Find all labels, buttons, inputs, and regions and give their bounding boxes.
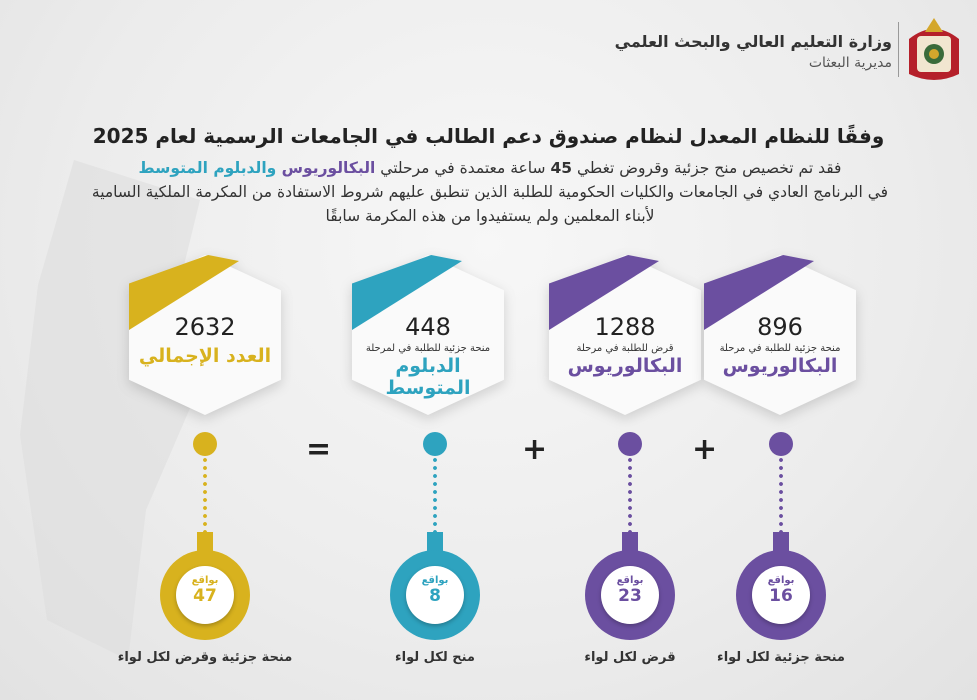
card-number: 1288 <box>594 313 656 341</box>
bachelor-highlight: البكالوريوس <box>281 159 376 177</box>
pin-value: 8 <box>429 586 441 606</box>
loan-per-district-pin: بواقع 23 <box>580 432 680 652</box>
coat-of-arms-logo <box>909 18 959 80</box>
card-number: 448 <box>405 313 451 341</box>
pin-value: 23 <box>618 586 642 606</box>
card-label: البكالوريوس <box>722 355 838 377</box>
bachelor-grant-card: 896 منحة جزئية للطلبة في مرحلة البكالوري… <box>704 255 856 415</box>
intro-paragraph: فقد تم تخصيص منح جزئية وقروض تغطي 45 ساع… <box>40 156 940 228</box>
para-text: ساعة معتمدة في مرحلتي <box>375 159 551 177</box>
card-label: العدد الإجمالي <box>138 345 272 367</box>
pin-caption: قرض لكل لواء <box>584 650 676 665</box>
pin-caption: منحة جزئية وقرض لكل لواء <box>117 650 293 665</box>
card-label: البكالوريوس <box>567 355 683 377</box>
total-per-district-pin: بواقع 47 <box>155 432 255 652</box>
header-divider <box>898 22 899 77</box>
card-subtext: قرض للطلبة في مرحلة <box>576 343 674 354</box>
hours-value: 45 <box>550 159 573 177</box>
plus-sign: + <box>522 432 548 467</box>
pin-prefix: بواقع <box>191 575 219 586</box>
pin-prefix: بواقع <box>421 575 449 586</box>
para-line-2: في البرنامج العادي في الجامعات والكليات … <box>91 183 889 201</box>
card-label: الدبلوم المتوسط <box>385 355 471 399</box>
para-line-3: لأبناء المعلمين ولم يستفيدوا من هذه المك… <box>325 207 655 225</box>
para-text: فقد تم تخصيص منح جزئية وقروض تغطي <box>572 159 842 177</box>
pin-caption: منحة جزئية لكل لواء <box>717 650 845 665</box>
card-subtext: منحة جزئية للطلبة في لمرحلة <box>365 343 491 354</box>
pin-caption: منح لكل لواء <box>395 650 475 665</box>
pin-value: 47 <box>193 586 217 606</box>
diploma-grant-card: 448 منحة جزئية للطلبة في لمرحلة الدبلوم … <box>352 255 504 415</box>
equals-sign: = <box>306 432 332 467</box>
pin-value: 16 <box>769 586 793 606</box>
card-number: 2632 <box>174 313 236 341</box>
total-card: 2632 العدد الإجمالي <box>129 255 281 415</box>
card-subtext: منحة جزئية للطلبة في مرحلة <box>719 343 841 354</box>
header-text: وزارة التعليم العالي والبحث العلمي مديري… <box>615 32 892 71</box>
pin-prefix: بواقع <box>767 575 795 586</box>
card-number: 896 <box>757 313 803 341</box>
bachelor-loan-card: 1288 قرض للطلبة في مرحلة البكالوريوس <box>549 255 701 415</box>
diploma-per-district-pin: بواقع 8 <box>385 432 485 652</box>
page-title: وفقًا للنظام المعدل لنظام صندوق دعم الطا… <box>92 124 885 148</box>
plus-sign: + <box>692 432 718 467</box>
diploma-highlight: والدبلوم المتوسط <box>138 159 282 177</box>
ministry-name: وزارة التعليم العالي والبحث العلمي <box>614 32 892 51</box>
directorate-name: مديرية البعثات <box>808 55 892 71</box>
pin-prefix: بواقع <box>616 575 644 586</box>
grant-per-district-pin: بواقع 16 <box>731 432 831 652</box>
